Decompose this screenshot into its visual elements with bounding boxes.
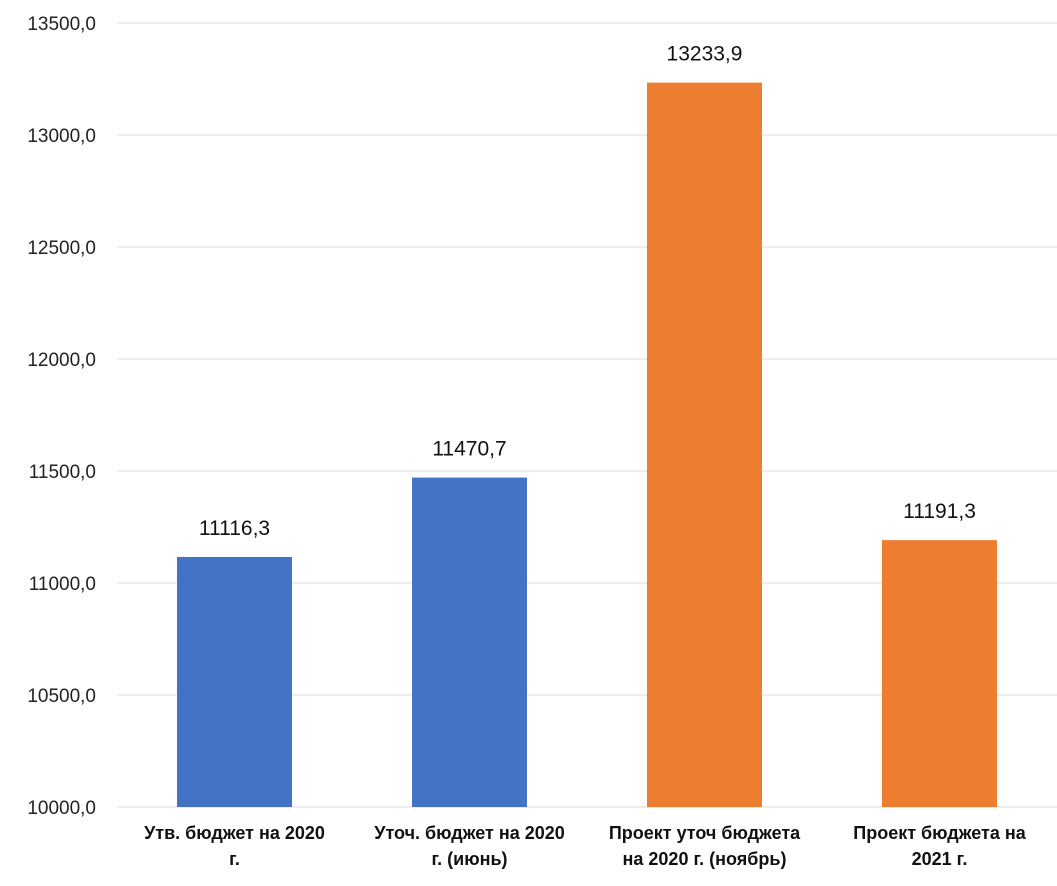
category-label: 2021 г. <box>912 849 968 869</box>
y-tick-label: 11500,0 <box>29 462 96 483</box>
bar-value-label: 13233,9 <box>667 43 743 66</box>
y-axis-tick-labels: 10000,0 10500,0 11000,0 11500,0 12000,0 12500… <box>27 14 96 819</box>
data-labels: 11116,3 11470,7 13233,9 11191,3 <box>199 43 976 540</box>
bar <box>412 477 527 807</box>
y-tick-label: 12500,0 <box>27 238 96 259</box>
y-tick-label: 12000,0 <box>27 350 96 371</box>
category-label: Проект уточ бюджета <box>609 823 801 843</box>
bars <box>177 82 997 808</box>
category-label: г. (июнь) <box>431 849 507 869</box>
y-tick-label: 13500,0 <box>27 14 96 35</box>
category-label: Уточ. бюджет на 2020 <box>374 823 565 843</box>
y-tick-label: 11000,0 <box>29 574 96 595</box>
category-label: Утв. бюджет на 2020 <box>144 823 325 843</box>
bar-value-label: 11191,3 <box>903 500 976 523</box>
bar-value-label: 11470,7 <box>432 438 506 461</box>
bar-value-label: 11116,3 <box>199 517 270 540</box>
bar <box>647 82 762 808</box>
y-tick-label: 13000,0 <box>27 126 96 147</box>
category-label: на 2020 г. (ноябрь) <box>623 849 787 869</box>
category-label: г. <box>229 849 240 869</box>
bar <box>882 540 997 807</box>
bar <box>177 556 292 807</box>
y-tick-label: 10000,0 <box>27 798 96 819</box>
category-label: Проект бюджета на <box>853 823 1026 843</box>
x-axis-category-labels: Утв. бюджет на 2020 г. Уточ. бюджет на 202… <box>144 823 1027 869</box>
y-tick-label: 10500,0 <box>27 686 96 707</box>
